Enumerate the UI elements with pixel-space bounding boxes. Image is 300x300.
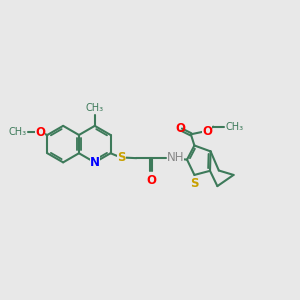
Text: CH₃: CH₃ <box>225 122 243 132</box>
Text: O: O <box>35 126 45 139</box>
Text: O: O <box>146 174 156 187</box>
Text: NH: NH <box>167 151 184 164</box>
Text: S: S <box>190 177 199 190</box>
Text: N: N <box>90 156 100 169</box>
Text: CH₃: CH₃ <box>86 103 104 112</box>
Text: O: O <box>202 125 212 139</box>
Text: CH₃: CH₃ <box>8 127 26 137</box>
Text: S: S <box>117 151 126 164</box>
Text: O: O <box>175 122 185 135</box>
